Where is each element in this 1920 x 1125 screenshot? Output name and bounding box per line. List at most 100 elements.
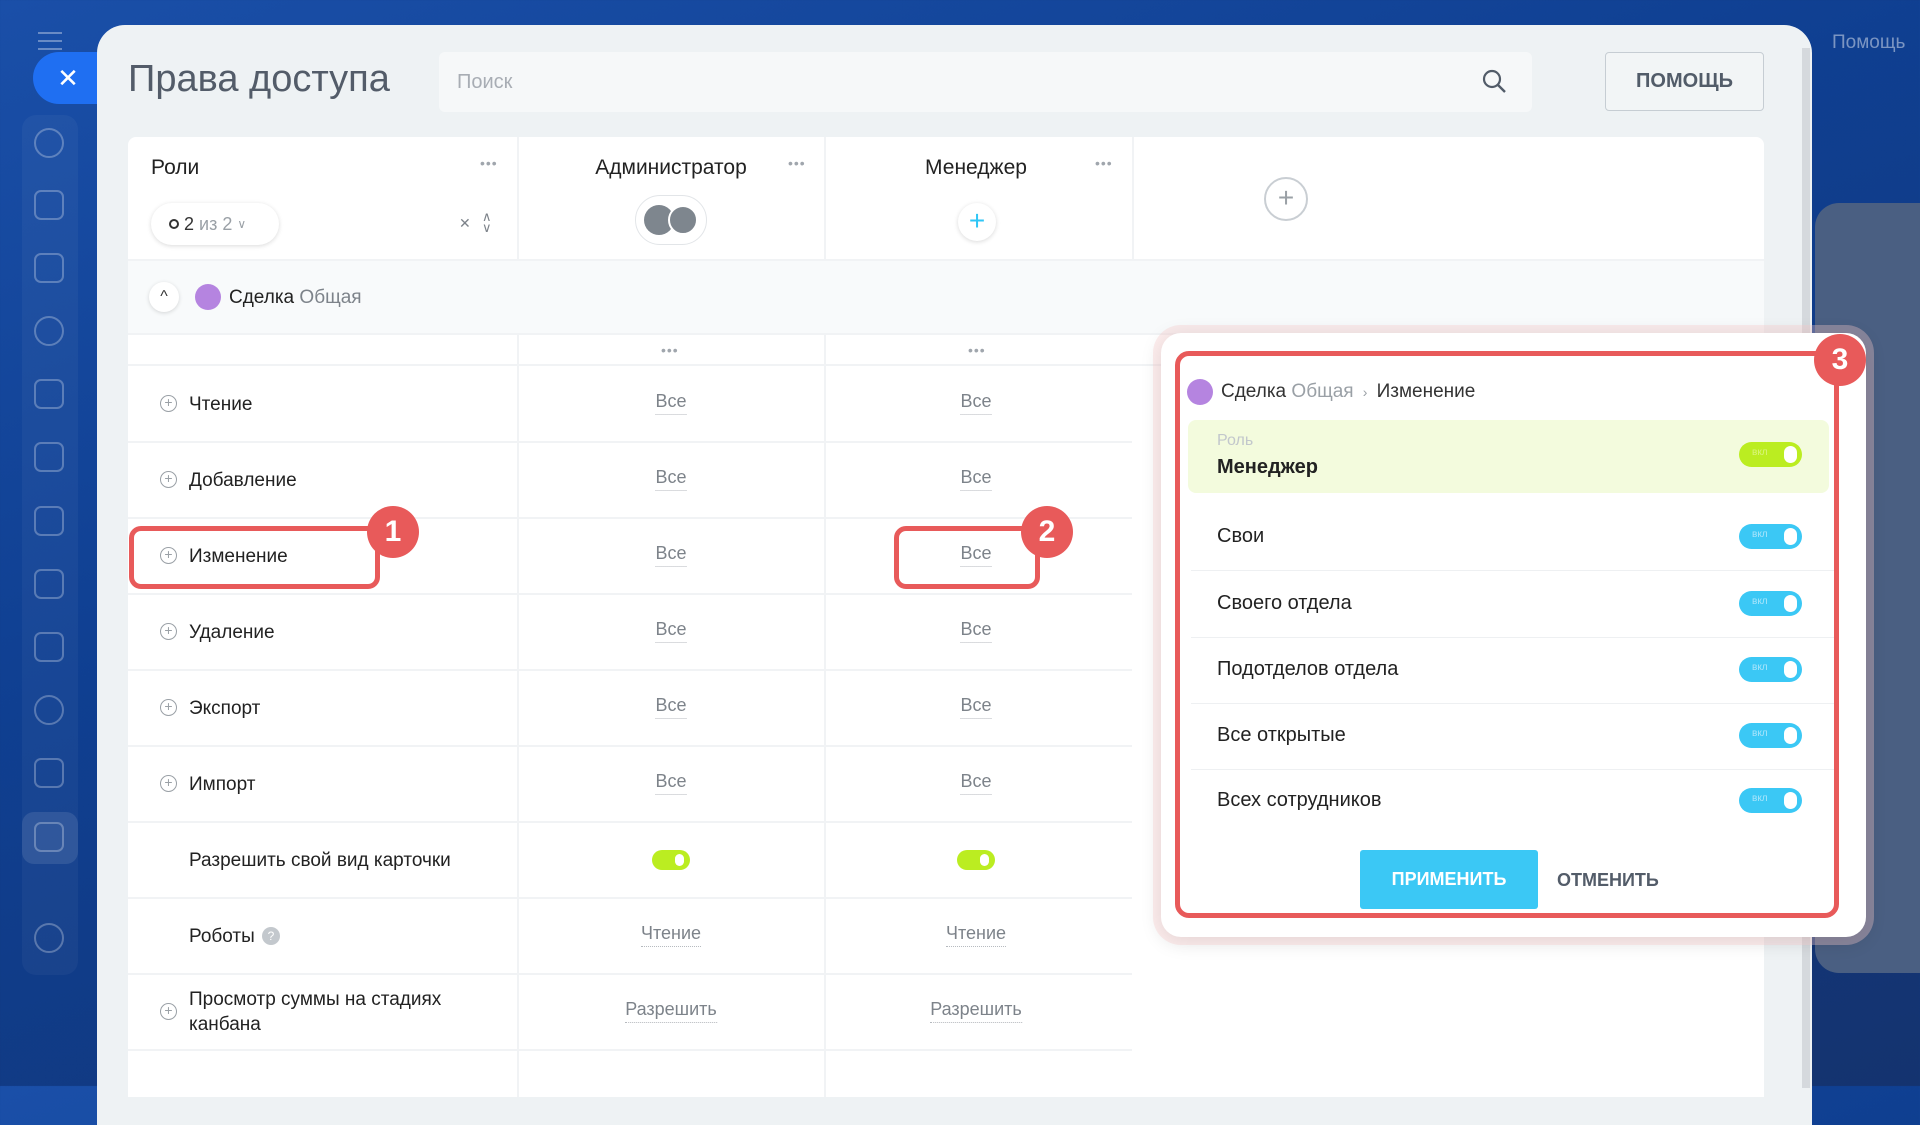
permission-toggle[interactable] [957, 850, 995, 870]
admin-members-avatar[interactable] [635, 195, 707, 245]
help-icon[interactable]: ? [262, 927, 280, 945]
expand-icon[interactable]: + [160, 547, 177, 564]
permission-value[interactable]: Все [960, 771, 992, 795]
column-header-manager: Менеджер [925, 156, 1027, 179]
permission-value[interactable]: Все [655, 543, 687, 567]
option-toggle[interactable]: вкл [1739, 524, 1802, 549]
collapse-section-button[interactable]: ^ [149, 282, 179, 312]
row-label: Экспорт [189, 698, 261, 719]
option-label: Свои [1217, 525, 1265, 547]
background-help: Помощь [1832, 32, 1906, 53]
row-label: Удаление [189, 622, 275, 643]
deal-icon [195, 284, 221, 310]
expand-icon[interactable]: + [160, 471, 177, 488]
chevron-down-icon: ∨ [237, 217, 247, 231]
permission-value[interactable]: Разрешить [930, 999, 1022, 1023]
permission-toggle[interactable] [652, 850, 690, 870]
annotation-badge-3: 3 [1814, 334, 1866, 386]
permission-value[interactable]: Разрешить [625, 999, 717, 1023]
row-label: Разрешить свой вид карточки [189, 850, 451, 871]
admin-column-menu-icon[interactable]: ••• [661, 342, 679, 358]
permission-value[interactable]: Все [960, 695, 992, 719]
sidebar-item-active[interactable] [22, 812, 78, 864]
option-label: Своего отдела [1217, 592, 1352, 614]
option-toggle[interactable]: вкл [1739, 723, 1802, 748]
expand-icon[interactable]: + [160, 623, 177, 640]
role-toggle[interactable]: вкл [1739, 442, 1802, 467]
tasks-icon[interactable] [34, 758, 64, 788]
annotation-frame-1 [129, 526, 380, 589]
role-filter-dropdown[interactable]: 2 из 2 ∨ [151, 203, 279, 245]
cancel-button[interactable]: ОТМЕНИТЬ [1557, 870, 1659, 890]
expand-all-icon[interactable]: ∧ ∨ [482, 209, 492, 235]
permission-value[interactable]: Все [960, 467, 992, 491]
permission-value[interactable]: Чтение [640, 923, 702, 947]
annotation-frame-2 [894, 526, 1040, 589]
manager-column-menu-icon[interactable]: ••• [968, 342, 986, 358]
admin-more-icon[interactable]: ••• [788, 155, 806, 171]
search-input[interactable]: Поиск [439, 52, 1532, 112]
expand-icon[interactable]: + [160, 699, 177, 716]
role-caption: Роль [1217, 432, 1254, 449]
feed-icon[interactable] [34, 253, 64, 283]
apply-button[interactable]: ПРИМЕНИТЬ [1360, 850, 1538, 909]
board-icon[interactable] [34, 506, 64, 536]
option-toggle[interactable]: вкл [1739, 657, 1802, 682]
permission-value[interactable]: Все [960, 543, 992, 567]
option-toggle[interactable]: вкл [1739, 788, 1802, 813]
add-member-button[interactable]: + [958, 203, 996, 241]
permission-value[interactable]: Все [655, 695, 687, 719]
collapse-all-icon[interactable]: ✕ [459, 215, 471, 231]
roles-label: Роли [151, 156, 200, 179]
row-label: Роботы [189, 926, 255, 947]
permission-value[interactable]: Чтение [945, 923, 1007, 947]
deal-icon [1187, 379, 1213, 405]
permission-value[interactable]: Все [655, 619, 687, 643]
settings-icon[interactable] [34, 923, 64, 953]
filter-total: из 2 [199, 213, 233, 234]
search-icon[interactable] [1482, 69, 1508, 95]
permission-value[interactable]: Все [960, 619, 992, 643]
document-icon[interactable] [34, 442, 64, 472]
page-title: Права доступа [128, 58, 390, 100]
chat-icon[interactable] [34, 190, 64, 220]
add-role-button[interactable]: + [1264, 177, 1308, 221]
menu-icon[interactable] [38, 32, 62, 50]
permission-value[interactable]: Все [655, 391, 687, 415]
roles-more-icon[interactable]: ••• [480, 155, 498, 171]
mail-icon[interactable] [34, 632, 64, 662]
section-title: Сделка Общая [229, 287, 362, 308]
hexagon-icon[interactable] [34, 316, 64, 346]
expand-icon[interactable]: + [160, 1003, 177, 1020]
help-button[interactable]: ПОМОЩЬ [1605, 52, 1764, 111]
popup-breadcrumb: Сделка Общая › Изменение [1221, 381, 1476, 402]
row-label: Изменение [189, 546, 288, 567]
row-label: Добавление [189, 470, 297, 491]
row-label: Импорт [189, 774, 256, 795]
option-toggle[interactable]: вкл [1739, 591, 1802, 616]
filter-count: 2 [184, 213, 195, 234]
storage-icon[interactable] [34, 569, 64, 599]
search-placeholder: Поиск [457, 71, 513, 93]
crm-icon[interactable] [34, 128, 64, 158]
calendar-icon[interactable] [34, 379, 64, 409]
column-header-admin: Администратор [595, 156, 747, 179]
permission-value[interactable]: Все [655, 771, 687, 795]
users-icon[interactable] [34, 695, 64, 725]
row-label: Просмотр суммы на стадиях канбана [189, 989, 442, 1035]
expand-icon[interactable]: + [160, 395, 177, 412]
option-label: Всех сотрудников [1217, 789, 1382, 811]
expand-icon[interactable]: + [160, 775, 177, 792]
annotation-badge-1: 1 [367, 506, 419, 558]
role-row: Роль Менеджер вкл [1188, 420, 1829, 493]
permission-value[interactable]: Все [960, 391, 992, 415]
permission-value[interactable]: Все [655, 467, 687, 491]
role-name: Менеджер [1217, 456, 1318, 478]
permission-popup: Сделка Общая › Изменение Роль Менеджер в… [1161, 333, 1866, 937]
sidebar-bg [22, 115, 78, 975]
annotation-frame-3 [1175, 351, 1839, 918]
option-label: Подотделов отдела [1217, 658, 1399, 680]
filter-icon[interactable] [34, 822, 64, 852]
manager-more-icon[interactable]: ••• [1095, 155, 1113, 171]
chevron-right-icon: › [1358, 384, 1372, 400]
